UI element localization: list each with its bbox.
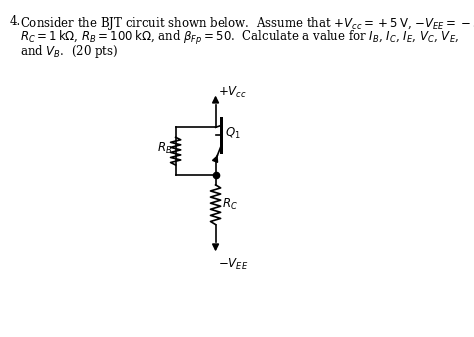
Text: $-V_{EE}$: $-V_{EE}$ (218, 257, 248, 272)
Text: 4.: 4. (10, 15, 21, 28)
Text: $R_C=1\,\mathrm{k\Omega}$, $R_B=100\,\mathrm{k\Omega}$, and $\beta_{Fp}=50$.  Ca: $R_C=1\,\mathrm{k\Omega}$, $R_B=100\,\ma… (20, 29, 459, 47)
Text: $Q_1$: $Q_1$ (225, 126, 241, 142)
Text: $R_C$: $R_C$ (222, 197, 238, 212)
Text: $+V_{cc}$: $+V_{cc}$ (218, 85, 246, 100)
Text: Consider the BJT circuit shown below.  Assume that $+V_{cc}=+5\,\mathrm{V}$, $-V: Consider the BJT circuit shown below. As… (20, 15, 474, 32)
Text: $R_B$: $R_B$ (157, 141, 173, 156)
Text: and $V_B$.  (20 pts): and $V_B$. (20 pts) (20, 43, 118, 60)
